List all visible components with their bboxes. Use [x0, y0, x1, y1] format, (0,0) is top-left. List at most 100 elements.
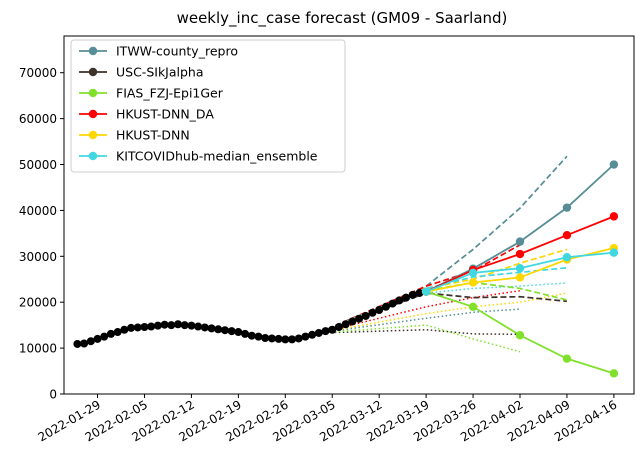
- series-0-point: [515, 237, 525, 246]
- legend: ITWW-county_repro USC-SIkJalpha FIAS_FZJ-E…: [70, 39, 346, 173]
- truth-point: [100, 332, 109, 341]
- legend-marker-5: [88, 151, 98, 161]
- truth-point: [361, 311, 370, 320]
- truth-point: [368, 308, 377, 317]
- plot-frame: [63, 35, 635, 395]
- truth-point: [375, 306, 384, 315]
- truth-point: [381, 302, 390, 311]
- truth-point: [341, 320, 350, 329]
- truth-point: [415, 289, 424, 298]
- truth-point: [167, 321, 176, 330]
- truth-point: [241, 329, 250, 338]
- series-5-dashed-line: [318, 266, 568, 334]
- truth-point: [348, 317, 357, 326]
- truth-point: [73, 339, 82, 348]
- series-3-point: [515, 249, 525, 259]
- truth-point: [281, 335, 290, 344]
- truth-point: [133, 323, 142, 332]
- legend-marker-4: [88, 130, 98, 140]
- truth-point: [220, 326, 229, 335]
- truth-point: [261, 334, 270, 343]
- legend-marker-1: [88, 67, 98, 77]
- y-tick-label: 40000: [19, 204, 57, 218]
- truth-point: [120, 325, 129, 334]
- series-1-dashed-line: [318, 292, 568, 334]
- series-2-point: [515, 331, 525, 340]
- y-tick-label: 60000: [19, 112, 57, 126]
- truth-point: [80, 339, 89, 348]
- y-tick-label: 0: [49, 388, 57, 402]
- chart-title: weekly_inc_case forecast (GM09 - Saarlan…: [177, 9, 508, 28]
- truth-point: [274, 334, 283, 343]
- legend-label-0: ITWW-county_repro: [116, 44, 238, 59]
- y-tick-label: 20000: [19, 296, 57, 310]
- truth-point: [254, 332, 263, 341]
- series-5-point: [468, 268, 478, 278]
- series-5-point: [515, 264, 525, 273]
- truth-point: [314, 328, 323, 337]
- y-tick-label: 30000: [19, 250, 57, 264]
- series-2-point: [609, 369, 619, 378]
- series-0-dashed-line: [318, 155, 568, 334]
- truth-point: [153, 321, 162, 330]
- truth-point: [308, 330, 317, 339]
- series-4-dotted-line: [318, 292, 568, 334]
- truth-point: [334, 322, 343, 331]
- truth-point: [328, 325, 337, 334]
- truth-point: [321, 327, 330, 336]
- truth-point: [106, 329, 115, 338]
- truth-point: [402, 293, 410, 302]
- legend-marker-2: [88, 88, 98, 98]
- series-2-dashed-line: [318, 281, 568, 334]
- series-5-point: [562, 253, 572, 262]
- series-1-dotted-line: [318, 328, 521, 336]
- plot-area: [73, 155, 619, 378]
- legend-box: [70, 39, 346, 173]
- series-3-point: [609, 212, 619, 221]
- truth-point: [160, 320, 169, 329]
- truth-point: [408, 290, 417, 299]
- y-tick-label: 70000: [19, 66, 57, 80]
- truth-point: [355, 314, 364, 323]
- legend-label-4: HKUST-DNN: [116, 128, 190, 143]
- truth-point: [187, 321, 196, 330]
- truth-point: [227, 327, 236, 336]
- legend-label-3: HKUST-DNN_DA: [116, 107, 214, 122]
- series-0-point: [562, 203, 572, 212]
- truth-point: [207, 324, 216, 333]
- y-tick-label: 50000: [19, 158, 57, 172]
- truth-point: [86, 337, 95, 346]
- truth-point: [214, 325, 223, 334]
- truth-point: [388, 299, 397, 308]
- truth-point: [93, 334, 102, 343]
- series-4-point: [468, 278, 478, 287]
- series-0-point: [609, 160, 619, 169]
- truth-point: [267, 334, 276, 343]
- series-4-point: [515, 273, 525, 282]
- legend-label-2: FIAS_FZJ-Epi1Ger: [116, 86, 224, 101]
- truth-point: [288, 335, 296, 344]
- truth-point: [247, 331, 256, 340]
- series-3-point: [562, 230, 572, 240]
- series-2-point: [468, 302, 478, 311]
- truth-point: [113, 328, 122, 337]
- truth-point: [147, 322, 156, 331]
- truth-point: [180, 321, 189, 330]
- truth-point: [127, 323, 136, 332]
- legend-label-1: USC-SIkJalpha: [116, 65, 204, 80]
- y-tick-label: 10000: [19, 342, 57, 356]
- truth-point: [200, 323, 209, 332]
- truth-point: [301, 332, 310, 341]
- series-5-point: [609, 248, 619, 257]
- truth-point: [395, 296, 404, 305]
- legend-marker-3: [88, 109, 98, 119]
- legend-label-5: KITCOVIDhub-median_ensemble: [116, 149, 318, 164]
- truth-point: [194, 322, 203, 331]
- legend-marker-0: [88, 46, 98, 56]
- series-2-dotted-line: [318, 324, 521, 353]
- series-5-point: [421, 287, 431, 296]
- truth-point: [234, 328, 243, 337]
- truth-point: [294, 334, 303, 343]
